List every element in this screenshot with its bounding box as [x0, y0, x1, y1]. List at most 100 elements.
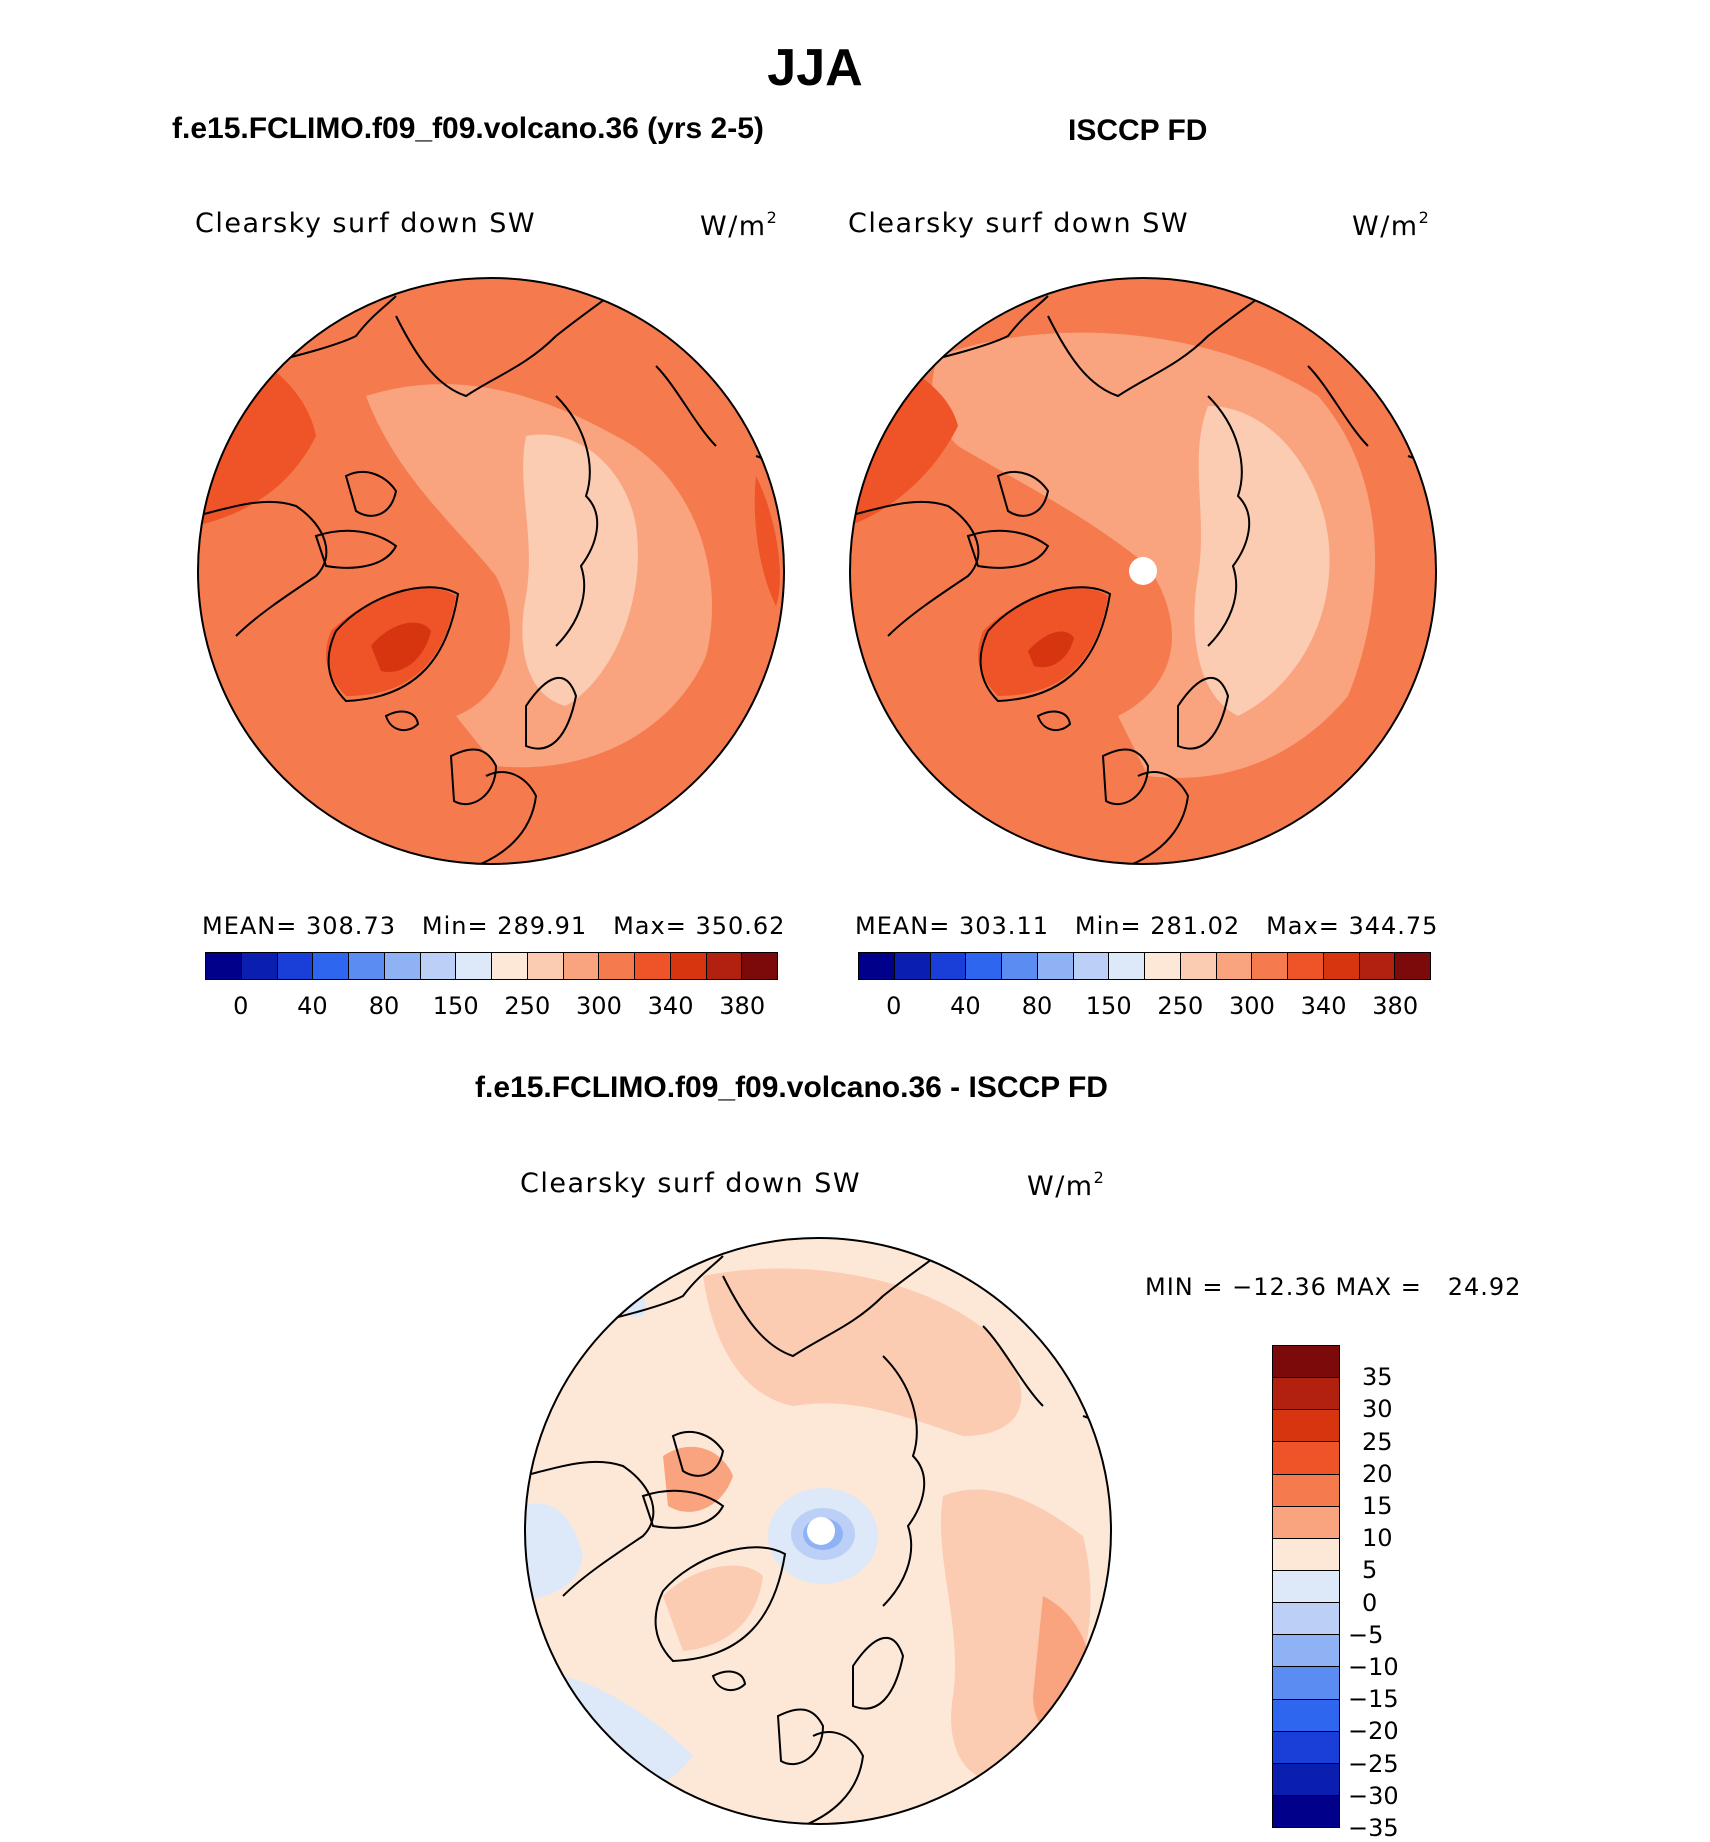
map-field-darker-greenland [371, 622, 431, 672]
colorbar-tick-label: 40 [950, 992, 981, 1020]
diff-minmax: MIN = −12.36 MAX = 24.92 [1145, 1273, 1522, 1301]
colorbar-swatch [1273, 1603, 1339, 1636]
model-polar-map [197, 277, 785, 865]
colorbar-swatch [1002, 953, 1038, 979]
colorbar-swatch [1180, 953, 1217, 979]
diff-polar-map [524, 1237, 1112, 1825]
colorbar-tick-label: −10 [1348, 1653, 1399, 1681]
colorbar-tick-label: 20 [1362, 1459, 1393, 1488]
colorbar-swatch [1145, 953, 1181, 979]
colorbar-tick-label: −20 [1348, 1717, 1399, 1746]
colorbar-swatch [670, 953, 707, 979]
colorbar-swatch [420, 953, 457, 979]
colorbar-tick-label: 80 [1021, 992, 1053, 1020]
map-field-light-greenland [663, 1565, 763, 1651]
colorbar-swatch [1273, 1538, 1339, 1571]
colorbar-swatch [930, 953, 967, 979]
colorbar-swatch [859, 953, 895, 979]
colorbar-swatch [1395, 953, 1430, 979]
colorbar-swatch [1273, 1731, 1339, 1764]
obs-min-label: Min= [1074, 912, 1142, 940]
colorbar-swatch [635, 953, 671, 979]
colorbar-tick-label: −15 [1348, 1685, 1399, 1714]
obs-panel-title: ISCCP FD [1068, 114, 1208, 147]
colorbar-swatch [1273, 1635, 1339, 1668]
map-field-darker-greenland [1028, 631, 1074, 668]
colorbar-swatch [1273, 1570, 1339, 1604]
model-mean-value: 308.73 [306, 912, 396, 940]
colorbar-swatch [1273, 1667, 1339, 1700]
model-max-value: 350.62 [695, 912, 786, 940]
map-field-dark-east [754, 476, 780, 606]
figure-title: JJA [767, 39, 863, 97]
colorbar-tick-label: 10 [1362, 1524, 1393, 1553]
polar-missing-data-hole [807, 1517, 835, 1545]
model-units-exp: 2 [766, 208, 779, 227]
colorbar-swatch [1273, 1795, 1339, 1828]
model-units-base: W/m [700, 211, 767, 242]
model-units-label: W/m2 [700, 208, 778, 242]
colorbar-tick-label: 380 [1372, 992, 1419, 1020]
diff-units-exp: 2 [1093, 1168, 1106, 1187]
colorbar-tick-label: −30 [1348, 1781, 1399, 1810]
obs-polar-map [849, 277, 1437, 865]
obs-variable-label: Clearsky surf down SW [848, 208, 1190, 239]
model-variable-label: Clearsky surf down SW [195, 208, 537, 239]
colorbar-swatch [1359, 953, 1396, 979]
colorbar-swatch [1109, 953, 1145, 979]
colorbar-swatch [1252, 953, 1288, 979]
colorbar-swatch [1273, 1474, 1339, 1507]
colorbar-swatch [1273, 1506, 1339, 1539]
colorbar-tick-label: 150 [432, 992, 479, 1020]
colorbar-swatch [384, 953, 421, 979]
model-stats: MEAN= 308.73 Min= 289.91 Max= 350.62 [202, 912, 785, 940]
colorbar-swatch [1273, 1410, 1339, 1443]
obs-units-base: W/m [1352, 211, 1419, 242]
colorbar-swatch [966, 953, 1002, 979]
colorbar-swatch [277, 953, 314, 979]
diff-units-base: W/m [1027, 1171, 1094, 1202]
map-field-lighter [1194, 406, 1330, 716]
colorbar-swatch [1288, 953, 1324, 979]
colorbar-tick-label: −5 [1348, 1620, 1384, 1649]
colorbar-swatch [1273, 1346, 1339, 1379]
obs-colorbar [858, 952, 1431, 980]
coastlines [850, 290, 1436, 864]
obs-max-label: Max= [1266, 912, 1340, 940]
colorbar-tick-label: 300 [1229, 992, 1275, 1020]
coastlines [198, 290, 784, 864]
obs-mean-value: 303.11 [959, 912, 1049, 940]
colorbar-tick-label: 380 [719, 992, 766, 1020]
map-field-light-north [703, 1268, 1022, 1436]
colorbar-tick-label: 250 [504, 992, 551, 1020]
colorbar-tick-label: 340 [647, 992, 694, 1020]
colorbar-swatch [563, 953, 600, 979]
model-min-label: Min= [421, 912, 489, 940]
colorbar-swatch [742, 953, 777, 979]
model-max-label: Max= [613, 912, 687, 940]
colorbar-swatch [206, 953, 242, 979]
model-colorbar [205, 952, 778, 980]
colorbar-swatch [1323, 953, 1360, 979]
colorbar-swatch [492, 953, 528, 979]
colorbar-swatch [706, 953, 743, 979]
colorbar-swatch [1273, 1699, 1339, 1732]
model-mean-label: MEAN= [202, 912, 298, 940]
diff-variable-label: Clearsky surf down SW [520, 1168, 862, 1199]
obs-mean-label: MEAN= [855, 912, 951, 940]
colorbar-swatch [313, 953, 349, 979]
colorbar-swatch [1073, 953, 1110, 979]
map-field-blue-west [525, 1503, 583, 1601]
colorbar-tick-label: −35 [1348, 1814, 1399, 1842]
colorbar-tick-label: 340 [1300, 992, 1347, 1020]
colorbar-swatch [894, 953, 931, 979]
colorbar-tick-label: 40 [297, 992, 328, 1020]
colorbar-swatch [1273, 1378, 1339, 1411]
obs-units-label: W/m2 [1352, 208, 1430, 242]
colorbar-swatch [1273, 1442, 1339, 1475]
colorbar-tick-label: 30 [1362, 1395, 1393, 1424]
colorbar-swatch [1037, 953, 1074, 979]
colorbar-swatch [1273, 1763, 1339, 1796]
colorbar-tick-label: −25 [1348, 1749, 1399, 1778]
model-panel-title: f.e15.FCLIMO.f09_f09.volcano.36 (yrs 2-5… [172, 112, 764, 145]
